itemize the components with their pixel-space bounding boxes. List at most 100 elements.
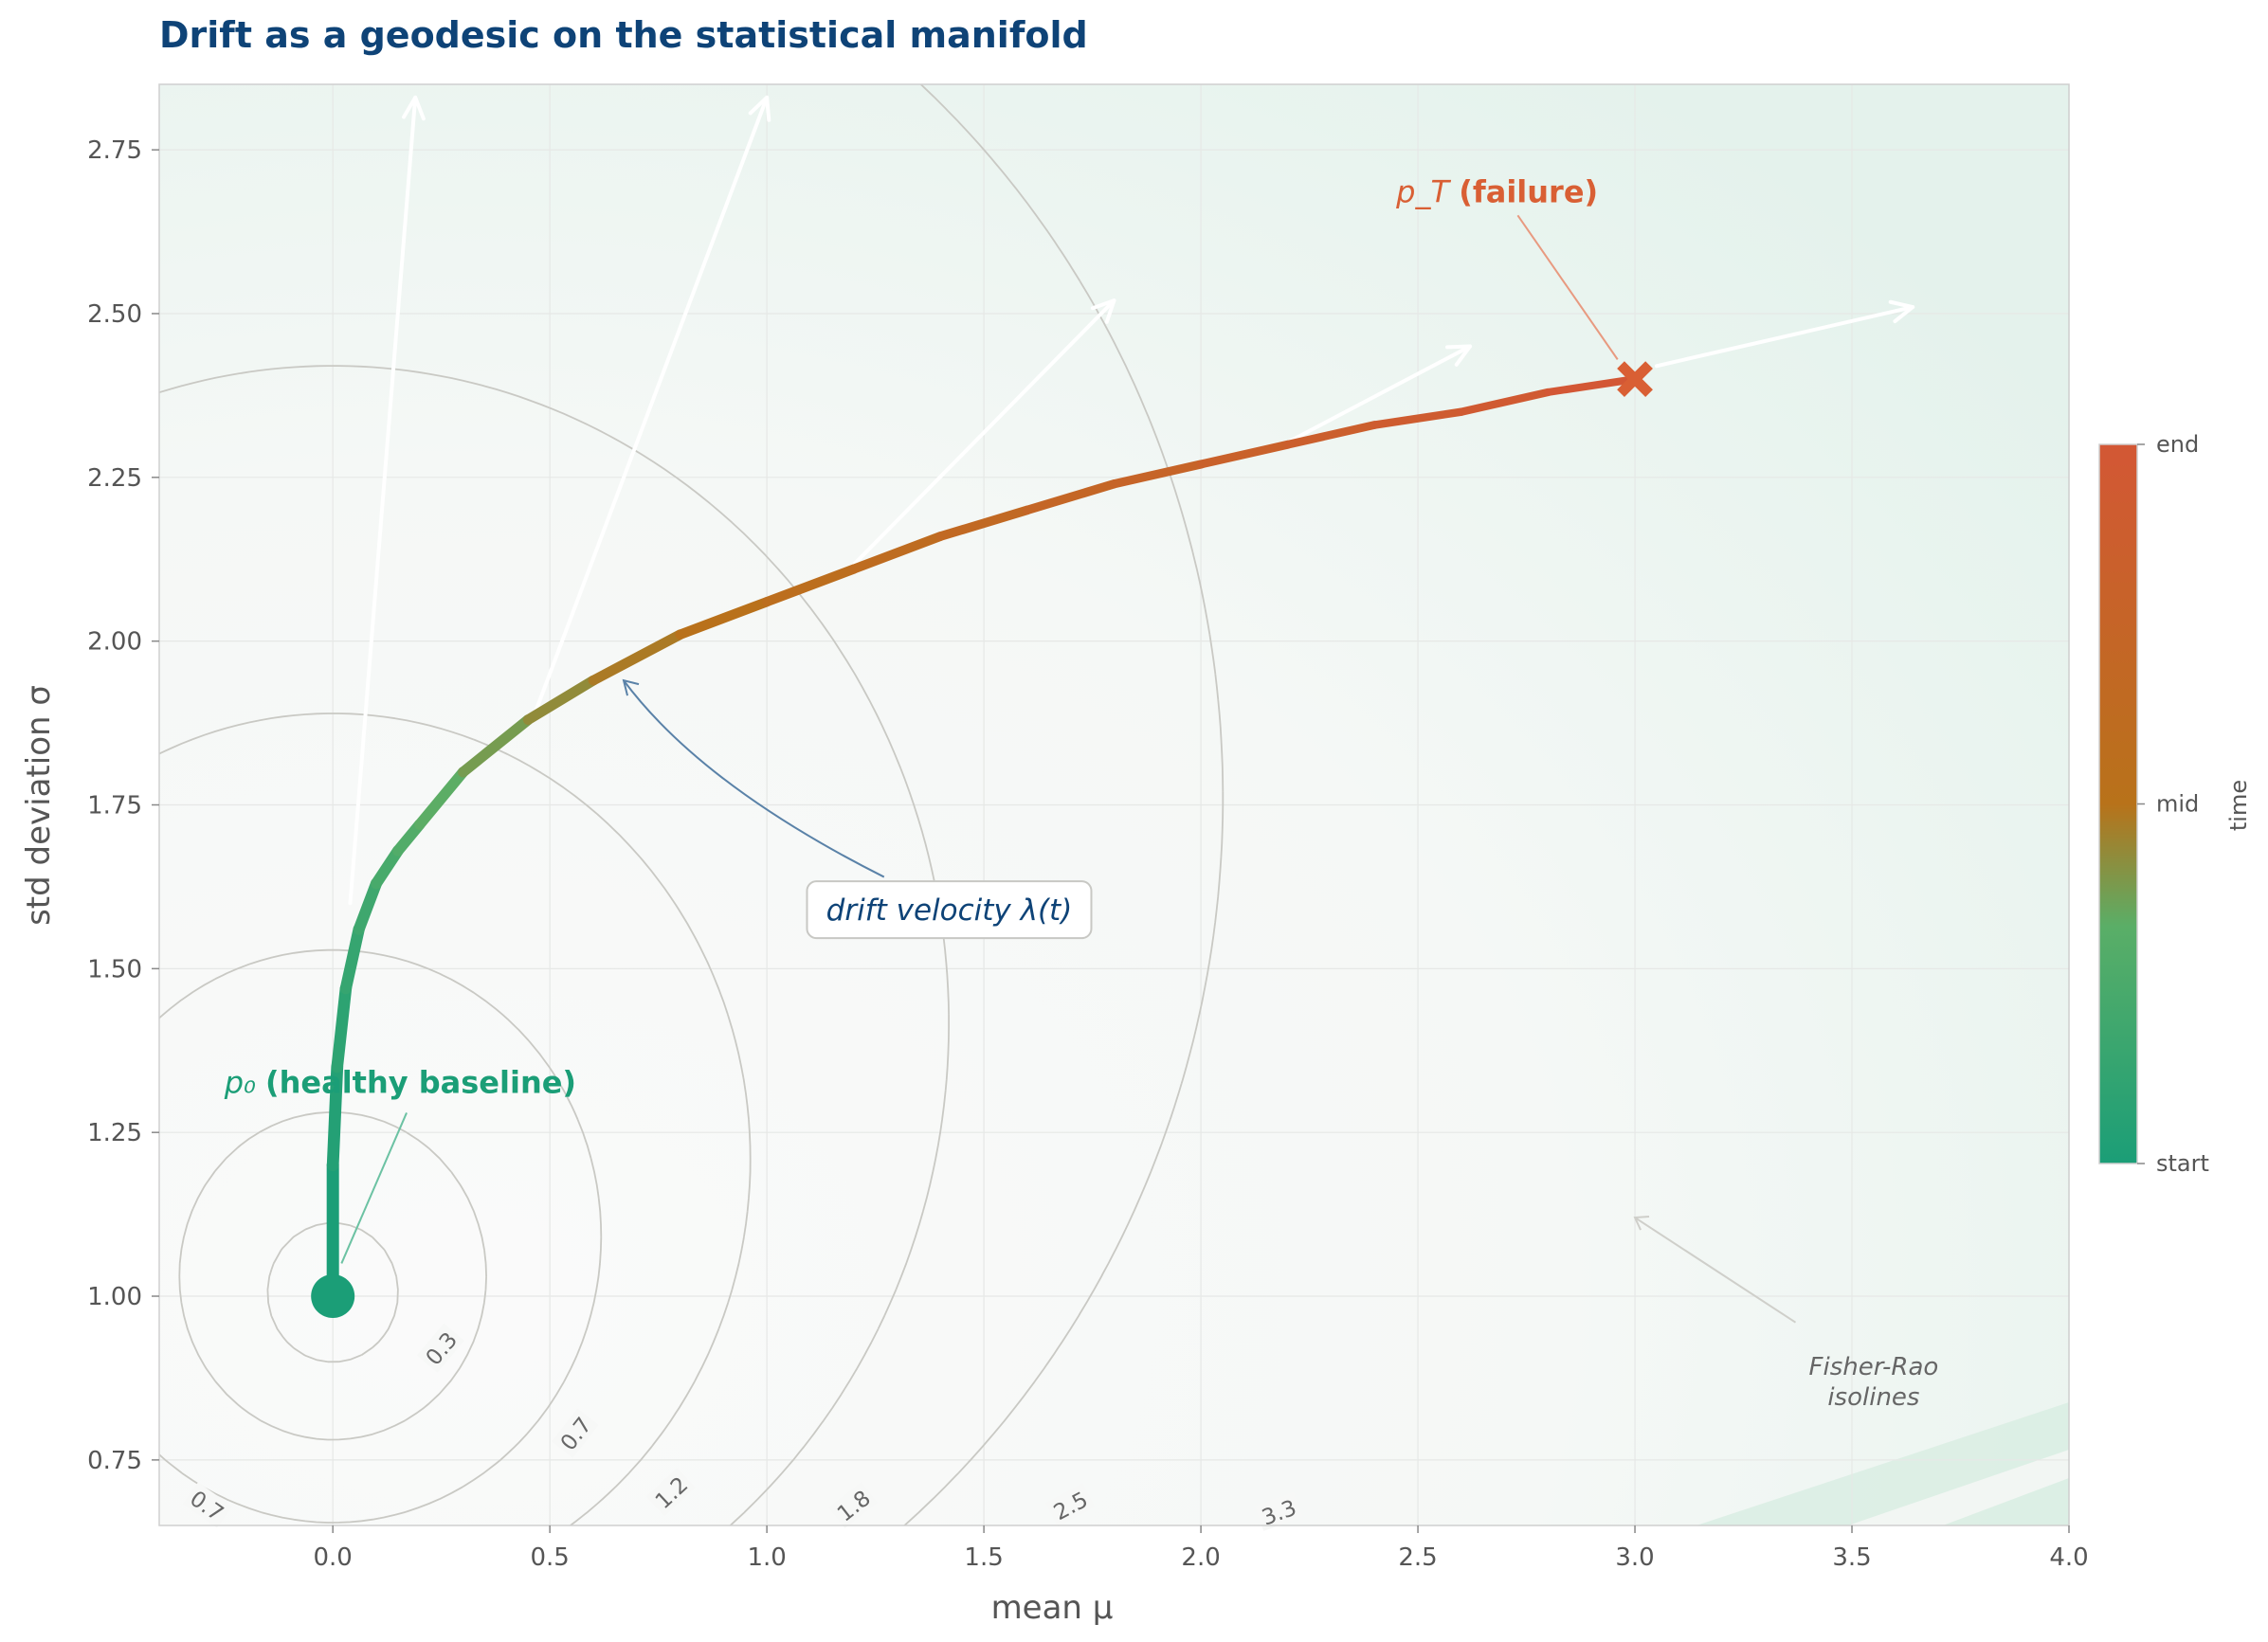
geodesic-segment	[935, 505, 1032, 541]
geodesic-segment	[458, 714, 534, 778]
y-tick-label: 2.25	[87, 464, 142, 493]
end-marker	[1617, 361, 1653, 398]
colorbar-label: time	[2225, 780, 2252, 831]
velocity-callout-arrow	[623, 679, 885, 878]
x-tick-label: 2.5	[1398, 1543, 1437, 1572]
velocity-arrow	[348, 95, 426, 906]
geodesic-segment	[1023, 479, 1119, 515]
contour-line	[903, 84, 1225, 1525]
isolines-arrowhead	[1633, 1216, 1650, 1231]
velocity-callout-box	[806, 880, 1093, 940]
end-label-text: (failure)	[1459, 173, 1598, 209]
plot-area: 0.30.70.7 1.2 1.8 2.5 3.3 p₀ (healthy baseli…	[158, 83, 2070, 1531]
contour-label-bg	[182, 1482, 232, 1528]
contour-line	[266, 1222, 399, 1363]
geodesic-path	[326, 375, 1640, 1303]
contour-label-bg	[552, 1408, 599, 1458]
x-tick-label: 3.5	[1832, 1543, 1871, 1572]
x-tick-label: 2.0	[1181, 1543, 1220, 1572]
velocity-arrow-head	[402, 95, 426, 121]
velocity-arrow	[1654, 299, 1915, 369]
geodesic-segment	[1109, 460, 1206, 489]
velocity-arrow-head	[1090, 298, 1116, 324]
y-tick-label: 1.50	[87, 955, 142, 983]
geodesic-segment	[848, 532, 946, 574]
velocity-arrow	[530, 95, 771, 722]
isolines-label: Fisher-Rao	[1809, 1353, 1939, 1381]
contour-label-bg	[828, 1481, 879, 1529]
geodesic-segment	[339, 923, 365, 995]
y-tick-label: 2.75	[87, 136, 142, 165]
geodesic-segment	[371, 844, 404, 890]
y-tick-label: 1.25	[87, 1119, 142, 1147]
colorbar: start mid end time	[2098, 431, 2252, 1177]
geodesic-segment	[1457, 388, 1552, 416]
geodesic-segment	[326, 1060, 344, 1172]
start-label-text: (healthy baseline)	[265, 1065, 576, 1101]
y-tick-label: 1.00	[87, 1283, 142, 1311]
y-tick-label: 2.50	[87, 300, 142, 329]
contour-line	[178, 1111, 487, 1441]
contour-label-bg	[1254, 1491, 1303, 1531]
isolines-arrow	[1634, 1217, 1797, 1324]
geodesic-segment	[414, 767, 469, 830]
y-tick-label: 2.00	[87, 628, 142, 657]
geodesic-segment	[675, 596, 772, 640]
contour-label-bg	[1045, 1483, 1096, 1527]
isolines-label: isolines	[1827, 1383, 1919, 1412]
y-axis-label: std deviation σ	[20, 685, 58, 926]
velocity-arrow	[1281, 344, 1473, 447]
velocity-callout-text: drift velocity λ(t)	[826, 893, 1073, 928]
annotations: p₀ (healthy baseline) p_T (failure) drift …	[224, 173, 1939, 1412]
geodesic-segment	[588, 629, 685, 686]
markers	[311, 361, 1653, 1319]
contour-line	[159, 948, 603, 1524]
geodesic-segment	[331, 982, 353, 1074]
geodesic-segment	[522, 675, 599, 726]
geodesic-segment	[1544, 375, 1640, 396]
geodesic-segment	[1370, 407, 1466, 429]
colorbar-tick-label: start	[2156, 1150, 2209, 1177]
geodesic-segment	[353, 877, 383, 935]
x-tick-label: 1.0	[747, 1543, 786, 1572]
x-axis-label: mean μ	[991, 1589, 1114, 1627]
contour-line	[159, 365, 950, 1525]
fisher-rao-contours	[159, 84, 1225, 1525]
start-marker	[311, 1274, 355, 1319]
chart-title: Drift as a geodesic on the statistical m…	[159, 14, 1088, 56]
end-label: p_T (failure)	[1395, 173, 1598, 209]
colorbar-tick-label: mid	[2156, 791, 2199, 818]
velocity-arrows	[348, 95, 1915, 906]
geodesic-segment	[392, 819, 426, 857]
start-label-leader	[340, 1112, 408, 1264]
y-tick-label: 1.75	[87, 792, 142, 821]
x-axis: 0.0 0.5 1.0 1.5 2.0 2.5 3.0 3.5 4.0	[314, 1525, 2089, 1572]
y-tick-label: 0.75	[87, 1447, 142, 1475]
colorbar-gradient	[2098, 443, 2138, 1164]
x-tick-label: 4.0	[2049, 1543, 2088, 1572]
velocity-callout-arrowhead	[622, 678, 640, 696]
velocity-arrow-head	[1445, 344, 1473, 367]
velocity-arrow	[847, 298, 1116, 571]
y-axis: 0.75 1.00 1.25 1.50 1.75 2.00 2.25 2.50 2.75	[87, 136, 159, 1475]
contour-label-bg	[417, 1323, 464, 1373]
geodesic-segment	[1283, 421, 1379, 449]
colorbar-ticks: start mid end	[2137, 431, 2209, 1177]
end-label-math: p_T	[1395, 173, 1459, 209]
start-label: p₀ (healthy baseline)	[224, 1065, 576, 1101]
velocity-arrow-shaft	[1281, 344, 1473, 447]
velocity-arrow-shaft	[530, 95, 770, 722]
x-tick-label: 0.0	[314, 1543, 353, 1572]
colorbar-tick-label: end	[2156, 431, 2199, 458]
velocity-arrow-shaft	[348, 95, 418, 906]
contour-label-bg	[646, 1468, 696, 1516]
lower-right-shading	[1696, 1402, 2069, 1525]
geodesic-segment	[762, 564, 859, 607]
start-label-math: p₀	[224, 1065, 265, 1101]
velocity-arrow-head	[748, 95, 771, 122]
end-label-leader	[1516, 214, 1619, 360]
x-tick-label: 0.5	[530, 1543, 569, 1572]
x-tick-label: 1.5	[964, 1543, 1003, 1572]
velocity-arrow-shaft	[847, 298, 1116, 571]
